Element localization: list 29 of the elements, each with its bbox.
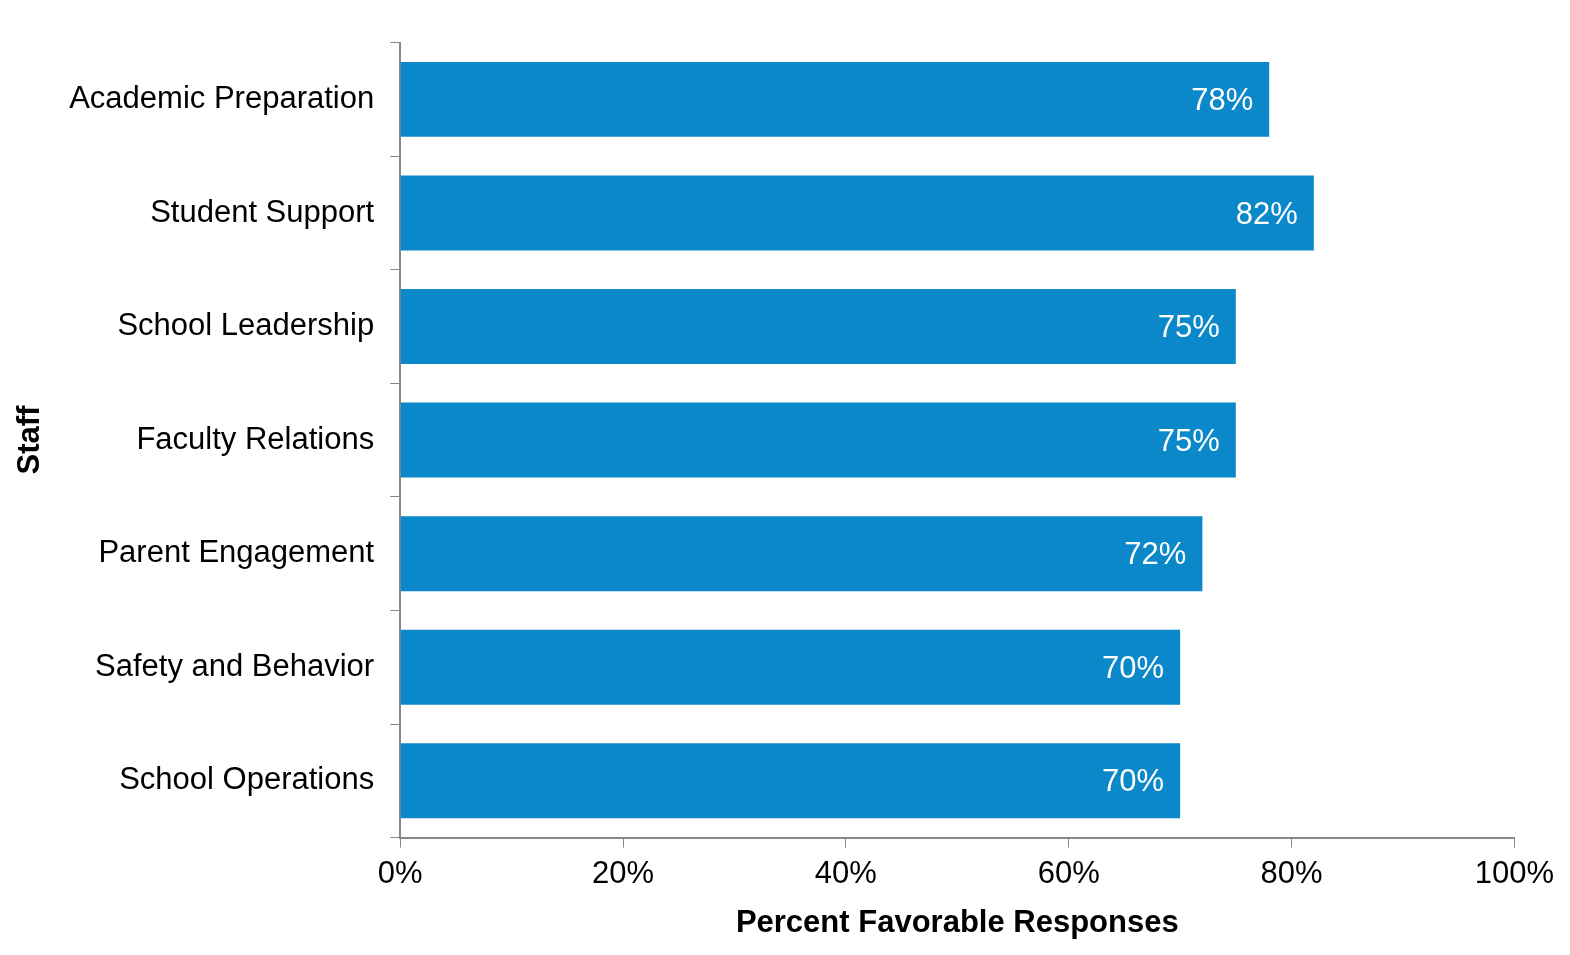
x-tick-label: 100% <box>1474 854 1555 890</box>
data-label: 70% <box>1102 649 1165 685</box>
y-tick-label: Student Support <box>150 193 375 229</box>
x-tick-label: 0% <box>377 854 423 890</box>
data-label: 78% <box>1191 81 1254 117</box>
y-tick-label: Faculty Relations <box>136 420 375 456</box>
bar <box>400 402 1236 478</box>
y-tick-label: Safety and Behavior <box>95 647 375 683</box>
x-axis-title: Percent Favorable Responses <box>735 903 1179 939</box>
y-tick-label: School Leadership <box>117 307 375 343</box>
data-label: 75% <box>1157 422 1220 458</box>
x-tick-label: 60% <box>1037 854 1100 890</box>
data-label: 70% <box>1102 763 1165 799</box>
y-tick-label: School Operations <box>119 761 375 797</box>
data-label: 75% <box>1157 309 1220 345</box>
x-tick-label: 20% <box>592 854 655 890</box>
x-tick-label: 80% <box>1260 854 1323 890</box>
bar <box>400 516 1203 592</box>
data-label: 72% <box>1124 536 1187 572</box>
x-tick-label: 40% <box>814 854 877 890</box>
bar <box>400 743 1181 819</box>
bar <box>400 175 1314 251</box>
bar <box>400 629 1181 705</box>
y-axis-title: Staff <box>11 404 47 475</box>
bar <box>400 61 1270 137</box>
bar <box>400 289 1236 365</box>
y-tick-label: Parent Engagement <box>98 534 375 570</box>
y-tick-label: Academic Preparation <box>69 79 375 115</box>
data-label: 82% <box>1235 195 1298 231</box>
